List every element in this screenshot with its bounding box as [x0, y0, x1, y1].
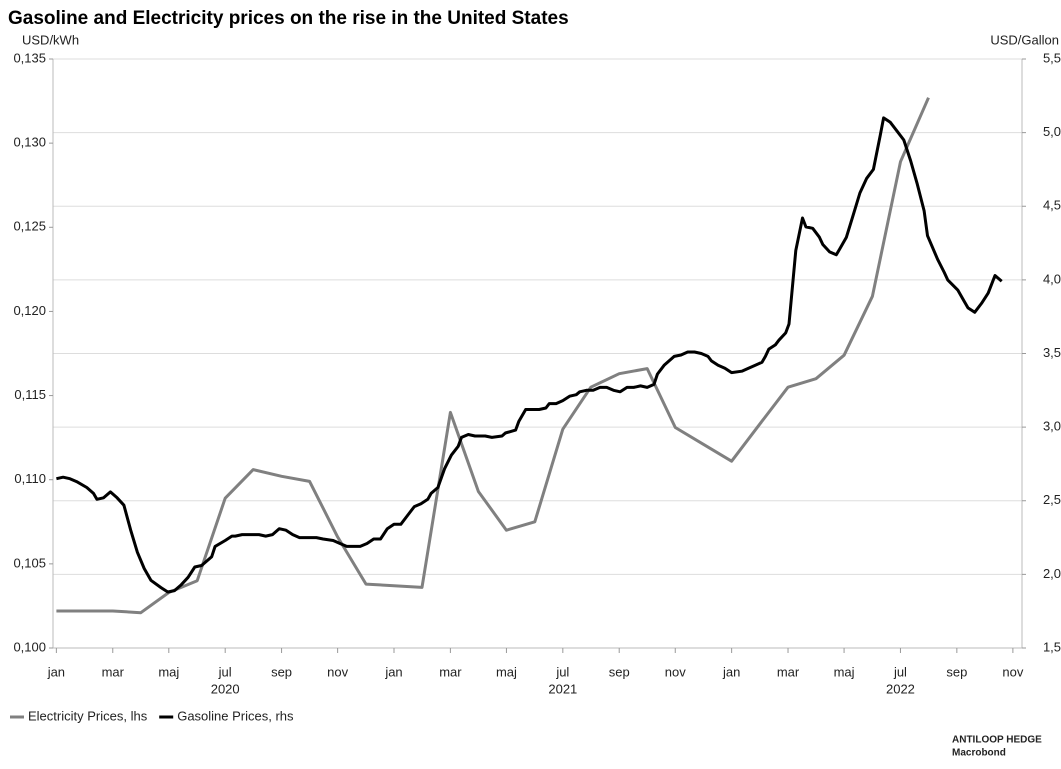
x-tick-label: jul [218, 664, 232, 679]
x-tick-label: maj [834, 664, 855, 679]
legend-label: Gasoline Prices, rhs [177, 708, 294, 723]
y-tick-label: 0,105 [13, 555, 46, 570]
y2-tick-label: 1,5 [1043, 639, 1061, 654]
x-group-label: 2021 [548, 681, 577, 696]
x-tick-label: mar [102, 664, 125, 679]
legend-label: Electricity Prices, lhs [28, 708, 148, 723]
x-tick-label: mar [439, 664, 462, 679]
y2-tick-label: 5,0 [1043, 124, 1061, 139]
y2-tick-label: 4,0 [1043, 271, 1061, 286]
x-tick-label: nov [665, 664, 686, 679]
line-series [56, 116, 1003, 594]
line-series [56, 97, 930, 615]
x-tick-label: jul [555, 664, 569, 679]
x-tick-label: mar [777, 664, 800, 679]
x-group-label: 2020 [211, 681, 240, 696]
source: Macrobond [952, 748, 1006, 759]
y-tick-label: 0,120 [13, 303, 46, 318]
x-tick-label: sep [609, 664, 630, 679]
x-tick-label: sep [271, 664, 292, 679]
y2-tick-label: 2,5 [1043, 492, 1061, 507]
y2-axis-label: USD/Gallon [990, 32, 1059, 47]
source: ANTILOOP HEDGE [952, 735, 1042, 746]
y-tick-label: 0,110 [14, 471, 46, 486]
x-tick-label: jan [47, 664, 65, 679]
y2-tick-label: 3,5 [1043, 345, 1061, 360]
y-tick-label: 0,100 [13, 639, 46, 654]
y2-tick-label: 3,0 [1043, 419, 1061, 434]
y2-tick-label: 5,5 [1043, 50, 1061, 65]
y2-tick-label: 4,5 [1043, 198, 1061, 213]
x-group-label: 2022 [886, 681, 915, 696]
y-tick-label: 0,125 [13, 219, 46, 234]
x-tick-label: jul [893, 664, 907, 679]
y-tick-label: 0,115 [14, 387, 46, 402]
chart-title: Gasoline and Electricity prices on the r… [8, 8, 569, 29]
x-tick-label: jan [722, 664, 740, 679]
x-tick-label: maj [158, 664, 179, 679]
x-tick-label: sep [946, 664, 967, 679]
y-tick-label: 0,135 [13, 50, 46, 65]
y-axis-label: USD/kWh [22, 32, 79, 47]
x-tick-label: nov [1002, 664, 1023, 679]
x-tick-label: maj [496, 664, 517, 679]
x-tick-label: nov [327, 664, 348, 679]
y2-tick-label: 2,0 [1043, 566, 1061, 581]
y-tick-label: 0,130 [13, 135, 46, 150]
x-tick-label: jan [384, 664, 402, 679]
